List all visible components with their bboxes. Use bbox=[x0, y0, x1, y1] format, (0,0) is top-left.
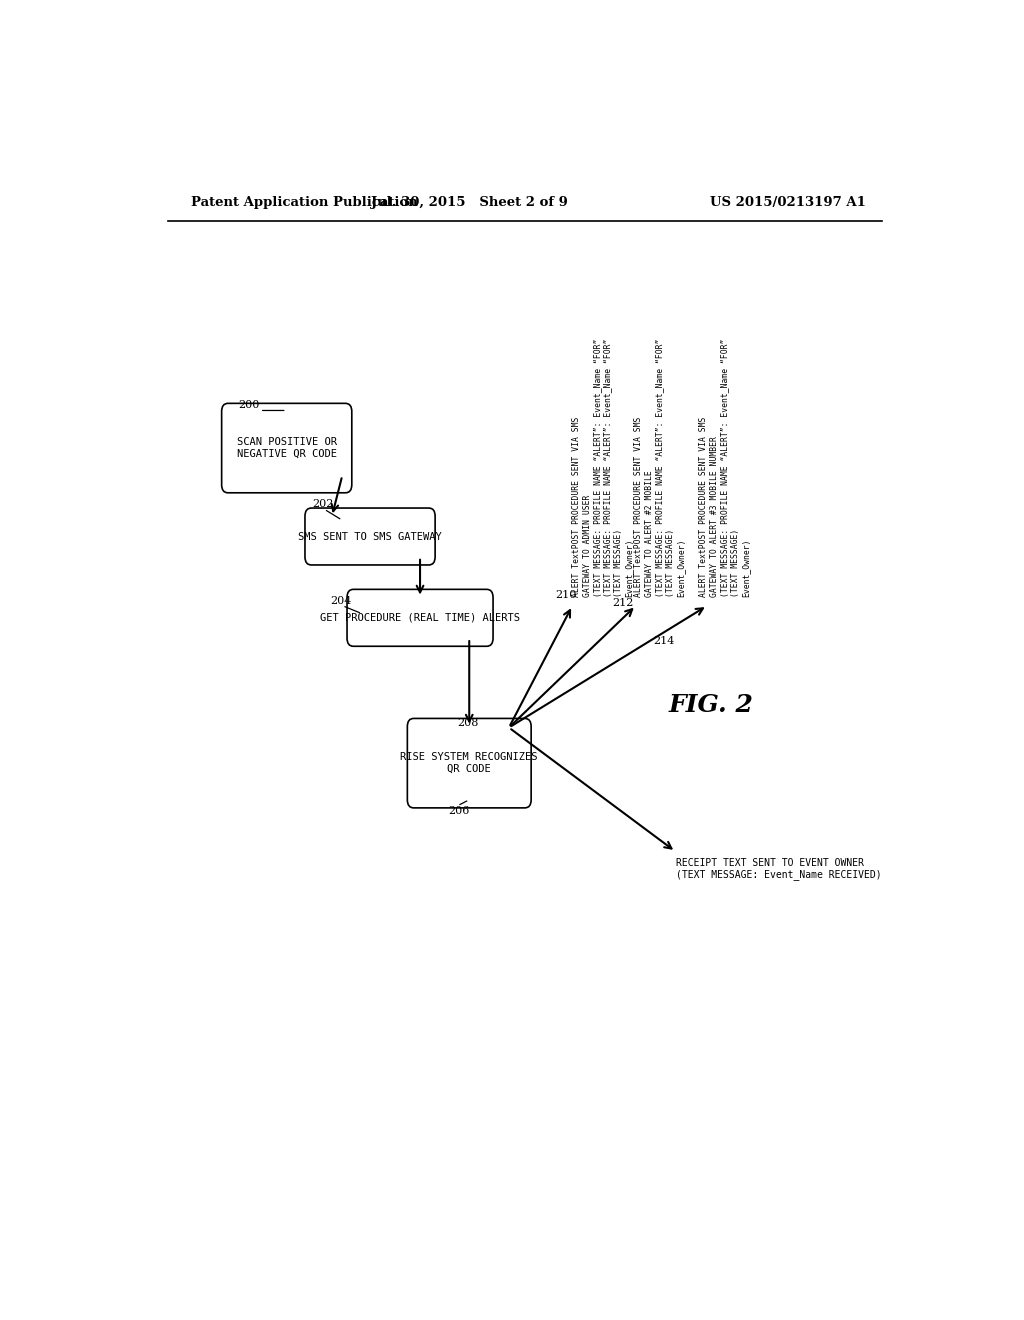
Text: 208: 208 bbox=[458, 718, 478, 727]
Text: 214: 214 bbox=[653, 636, 675, 647]
Text: ALERT TextPOST PROCEDURE SENT VIA SMS
GATEWAY TO ALERT #3 MOBILE NUMBER
(TEXT ME: ALERT TextPOST PROCEDURE SENT VIA SMS GA… bbox=[699, 339, 750, 598]
Text: 204: 204 bbox=[331, 595, 351, 606]
FancyBboxPatch shape bbox=[221, 404, 352, 492]
FancyBboxPatch shape bbox=[305, 508, 435, 565]
Text: 202: 202 bbox=[312, 499, 334, 510]
Text: GET PROCEDURE (REAL TIME) ALERTS: GET PROCEDURE (REAL TIME) ALERTS bbox=[321, 612, 520, 623]
Text: ALERT TextPOST PROCEDURE SENT VIA SMS
GATEWAY TO ALERT #2 MOBILE
(TEXT MESSAGE: : ALERT TextPOST PROCEDURE SENT VIA SMS GA… bbox=[634, 339, 685, 598]
Text: ALERT TextPOST PROCEDURE SENT VIA SMS
GATEWAY TO ADMIN USER
(TEXT MESSAGE: PROFI: ALERT TextPOST PROCEDURE SENT VIA SMS GA… bbox=[572, 339, 634, 598]
Text: Jul. 30, 2015   Sheet 2 of 9: Jul. 30, 2015 Sheet 2 of 9 bbox=[371, 195, 567, 209]
Text: 210: 210 bbox=[555, 590, 577, 599]
Text: FIG. 2: FIG. 2 bbox=[669, 693, 754, 717]
Text: SMS SENT TO SMS GATEWAY: SMS SENT TO SMS GATEWAY bbox=[298, 532, 442, 541]
Text: RECEIPT TEXT SENT TO EVENT OWNER
(TEXT MESSAGE: Event_Name RECEIVED): RECEIPT TEXT SENT TO EVENT OWNER (TEXT M… bbox=[676, 858, 882, 880]
Text: RISE SYSTEM RECOGNIZES
QR CODE: RISE SYSTEM RECOGNIZES QR CODE bbox=[400, 752, 538, 774]
Text: Patent Application Publication: Patent Application Publication bbox=[191, 195, 418, 209]
Text: 212: 212 bbox=[612, 598, 634, 607]
Text: SCAN POSITIVE OR
NEGATIVE QR CODE: SCAN POSITIVE OR NEGATIVE QR CODE bbox=[237, 437, 337, 459]
FancyBboxPatch shape bbox=[408, 718, 531, 808]
Text: 206: 206 bbox=[447, 807, 469, 816]
FancyBboxPatch shape bbox=[347, 589, 494, 647]
Text: US 2015/0213197 A1: US 2015/0213197 A1 bbox=[711, 195, 866, 209]
Text: 200: 200 bbox=[238, 400, 259, 411]
